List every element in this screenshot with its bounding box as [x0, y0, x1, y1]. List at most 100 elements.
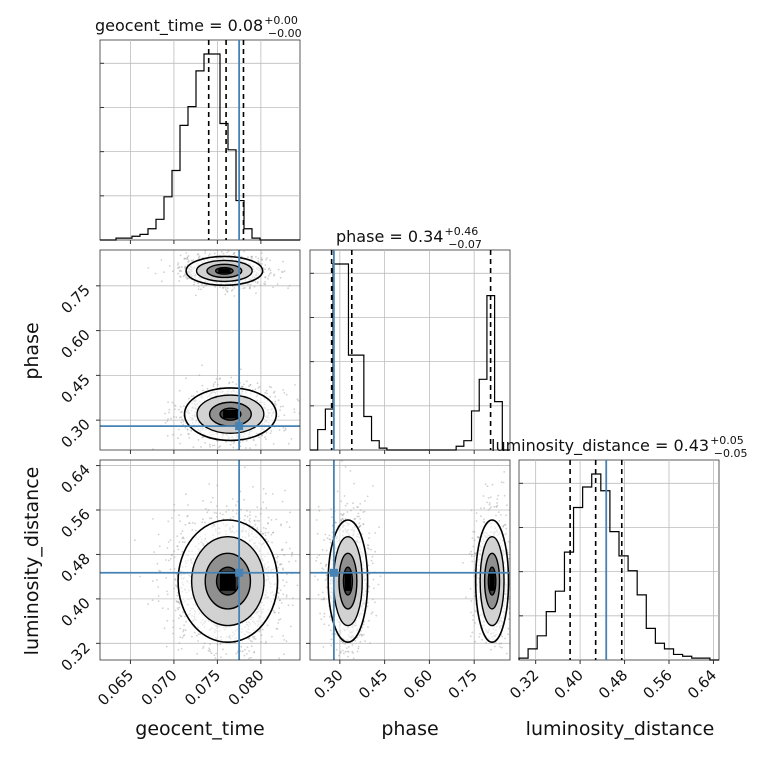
sample-point [505, 652, 508, 655]
sample-point [350, 509, 352, 512]
sample-point [173, 568, 176, 570]
sample-point [280, 524, 282, 527]
sample-point [157, 600, 160, 603]
sample-point [360, 630, 362, 632]
sample-point [168, 265, 171, 267]
sample-point [167, 520, 170, 523]
sample-point [281, 567, 284, 570]
sample-point [180, 532, 182, 535]
sample-point [293, 408, 296, 410]
sample-point [235, 504, 237, 507]
sample-point [353, 518, 356, 521]
sample-point [182, 537, 185, 540]
sample-point [153, 551, 156, 553]
sample-point [184, 629, 187, 631]
sample-point [481, 638, 483, 641]
sample-point [496, 498, 499, 500]
sample-point [274, 395, 277, 398]
sample-point [213, 252, 216, 255]
sample-point [343, 652, 345, 655]
sample-point [256, 282, 259, 284]
sample-point [182, 630, 185, 633]
sample-point [277, 555, 279, 558]
sample-point [197, 253, 200, 255]
sample-point [367, 564, 370, 567]
hist-panel-luminosity_distance [518, 459, 720, 661]
sample-point [367, 626, 369, 628]
sample-point [370, 559, 373, 562]
sample-point [186, 258, 189, 261]
sample-point [267, 540, 269, 543]
sample-point [294, 384, 296, 386]
sample-point [331, 516, 333, 519]
sample-point [240, 385, 243, 388]
sample-point [344, 518, 347, 520]
sample-point [254, 523, 257, 526]
sample-point [257, 260, 260, 262]
sample-point [193, 281, 196, 283]
sample-point [356, 515, 359, 518]
sample-point [188, 433, 190, 436]
sample-point [198, 256, 200, 259]
sample-point [277, 268, 280, 271]
sample-point [263, 283, 265, 285]
sample-point [324, 533, 327, 536]
sample-point [243, 250, 245, 253]
sample-point [173, 415, 175, 418]
sample-point [216, 643, 219, 646]
sample-point [209, 445, 212, 448]
sample-point [285, 541, 288, 544]
sample-point [202, 286, 205, 289]
sample-point [282, 635, 284, 637]
sample-point [179, 636, 182, 639]
sample-point [346, 502, 349, 505]
sample-point [246, 646, 249, 648]
sample-point [329, 629, 332, 632]
sample-point [254, 281, 257, 283]
panel-content [310, 460, 510, 660]
sample-point [169, 557, 172, 560]
sample-point [182, 423, 185, 426]
sample-point [200, 446, 202, 448]
sample-point [222, 648, 224, 651]
sample-point [267, 531, 270, 534]
sample-point [288, 560, 290, 563]
sample-point [253, 637, 255, 640]
sample-point [168, 559, 170, 562]
sample-point [249, 283, 252, 286]
panels: 0.065 0.070 0.075 0.080 0.30 0.45 0.60 0.75 0.32… [57, 39, 720, 709]
sample-point [215, 652, 218, 655]
sample-point [328, 624, 330, 627]
sample-point [262, 527, 265, 529]
sample-point [270, 533, 273, 536]
sample-point [256, 528, 259, 531]
sample-point [290, 438, 293, 440]
sample-point [179, 442, 182, 445]
sample-point [235, 652, 238, 655]
sample-point [321, 567, 324, 570]
sample-point [175, 584, 177, 587]
sample-point [272, 609, 275, 612]
sample-point [163, 627, 166, 630]
sample-point [244, 648, 246, 651]
sample-point [264, 642, 267, 645]
sample-point [158, 569, 160, 572]
sample-point [177, 548, 180, 551]
sample-point [326, 586, 328, 588]
sample-point [346, 511, 349, 513]
sample-point [180, 416, 183, 419]
sample-point [488, 503, 491, 506]
sample-point [342, 514, 344, 516]
histogram-geocent_time [100, 53, 300, 241]
sample-point [246, 515, 249, 518]
sample-point [220, 250, 223, 253]
sample-point [473, 552, 476, 555]
sample-point [264, 268, 266, 271]
sample-point [378, 526, 380, 528]
sample-point [377, 583, 380, 586]
sample-point [280, 563, 283, 565]
sample-point [362, 523, 365, 526]
sample-point [248, 286, 251, 288]
sample-point [181, 636, 184, 639]
sample-point [166, 420, 169, 422]
